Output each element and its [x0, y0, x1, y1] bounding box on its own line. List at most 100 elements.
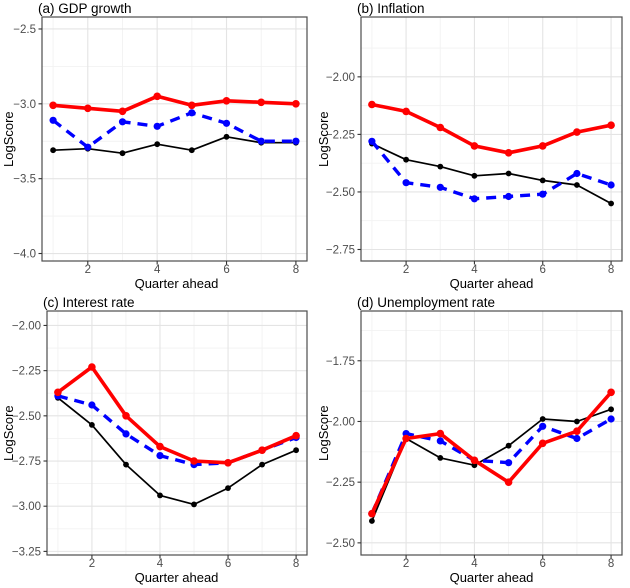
red-solid-line: [370, 391, 613, 515]
red-solid-line-point: [292, 431, 300, 440]
red-solid-line-point: [470, 142, 479, 150]
panel-border: [360, 16, 623, 262]
black-solid-line: [371, 408, 612, 522]
panel-border: [46, 310, 308, 556]
y-tick-label: −3.0: [13, 99, 36, 111]
x-tick-label: 4: [157, 558, 164, 570]
black-solid-line-point: [293, 447, 299, 454]
blue-dashed-line-point: [153, 122, 161, 130]
red-solid-line-point: [573, 128, 581, 136]
red-solid-line-point: [258, 446, 266, 454]
blue-dashed-line-point: [436, 437, 444, 445]
red-solid-line-point: [504, 149, 513, 157]
red-solid-line-point: [402, 434, 410, 443]
red-solid-line-point: [292, 100, 300, 108]
blue-dashed-line-point: [505, 459, 513, 467]
blue-dashed-line-point: [368, 137, 376, 145]
panel-background: [42, 17, 307, 261]
red-solid-line-point: [368, 100, 376, 109]
x-tick-label: 6: [225, 558, 231, 570]
x-tick-label: 6: [540, 264, 546, 276]
panel-c: 2 4 6 8 −2.00 −2.25 −2.50 −2.75 −3.00 −3.25 (c) I…: [0, 294, 315, 588]
x-tick-label: 2: [85, 264, 91, 276]
blue-dashed-line-point: [118, 118, 127, 126]
red-solid-line-point: [222, 97, 231, 105]
panel-a: 2 4 6 8 −2.5 −3.0 −3.5 −4.0 (a) GDP growth LogS…: [0, 0, 315, 294]
black-solid-line-point: [608, 200, 614, 207]
x-tick-label: 4: [471, 558, 478, 570]
black-solid-line-point: [89, 422, 95, 428]
black-solid-line: [371, 142, 612, 205]
red-solid-line-point: [368, 509, 376, 518]
red-solid-line-point: [54, 388, 62, 397]
black-solid-line-point: [403, 156, 409, 163]
black-solid-line-point: [505, 442, 512, 449]
y-tick-label: −2.00: [326, 416, 355, 428]
panel-a-y-axis-title: LogScore: [1, 111, 16, 167]
blue-dashed-line-point: [88, 401, 96, 409]
blue-dashed-line-point: [573, 169, 581, 178]
x-tick-label: 2: [403, 558, 409, 570]
panel-c-y-axis-title: LogScore: [1, 405, 16, 461]
red-solid-line-point: [122, 412, 130, 420]
y-tick-label: −3.5: [13, 174, 36, 186]
red-solid-line-point: [156, 442, 164, 451]
red-solid-line-point: [49, 101, 57, 110]
blue-dashed-line-point: [539, 422, 547, 430]
black-solid-line-point: [225, 485, 231, 491]
red-solid-line-point: [607, 388, 615, 397]
black-solid-line-point: [157, 492, 163, 499]
chart-c-plot-area: 2 4 6 8 −2.00 −2.25 −2.50 −2.75 −3.00 −3.25: [12, 310, 308, 570]
red-solid-line-point: [436, 429, 445, 438]
y-tick-label: −2.25: [326, 129, 355, 141]
red-solid-line-point: [470, 456, 479, 465]
black-solid-line-point: [154, 141, 161, 148]
black-solid-line-point: [123, 461, 129, 468]
blue-dashed-line-point: [573, 434, 581, 443]
blue-dashed-line-point: [470, 195, 478, 203]
blue-dashed-line-point: [607, 415, 615, 423]
chart-d-plot-area: 2 4 6 8 −1.75 −2.00 −2.25 −2.50: [326, 310, 623, 570]
red-solid-line-point: [504, 478, 513, 486]
red-solid-line-point: [188, 101, 196, 110]
x-tick-label: 8: [293, 558, 299, 570]
blue-dashed-line: [370, 417, 612, 515]
chart-b-plot-area: 2 4 6 8 −2.00 −2.25 −2.50 −2.75: [326, 16, 623, 276]
red-solid-line-point: [257, 98, 266, 107]
panel-b: 2 4 6 8 −2.00 −2.25 −2.50 −2.75 (b) Inflation L…: [315, 0, 630, 294]
red-solid-line: [56, 365, 297, 465]
black-solid-line-point: [223, 133, 230, 140]
y-tick-label: −2.50: [12, 411, 41, 423]
blue-dashed-line: [57, 394, 297, 467]
x-tick-label: 6: [223, 264, 229, 276]
blue-dashed-line-point: [257, 137, 265, 145]
y-tick-label: −2.50: [326, 187, 355, 199]
y-tick-label: −2.25: [326, 477, 355, 489]
blue-dashed-line-point: [122, 430, 130, 438]
blue-dashed-line: [52, 111, 296, 149]
blue-dashed-line-point: [188, 109, 196, 117]
panel-d-title: (d) Unemployment rate: [357, 295, 496, 310]
panel-a-x-axis-title: Quarter ahead: [134, 276, 219, 291]
x-tick-label: 4: [471, 264, 478, 276]
black-solid-line-point: [608, 406, 614, 413]
red-solid-line-point: [118, 107, 127, 116]
x-tick-label: 2: [403, 264, 409, 276]
y-tick-label: −2.25: [12, 366, 41, 378]
red-solid-line-point: [190, 457, 198, 465]
y-tick-label: −1.75: [326, 356, 355, 368]
black-solid-line: [57, 397, 297, 506]
black-solid-line-point: [471, 172, 478, 179]
black-solid-line-point: [574, 182, 580, 188]
red-solid-line-point: [573, 427, 581, 435]
black-solid-line-point: [539, 177, 546, 184]
panel-d: 2 4 6 8 −1.75 −2.00 −2.25 −2.50 (d) Unemploymen…: [315, 294, 630, 588]
panel-a-title: (a) GDP growth: [38, 1, 132, 16]
red-solid-line-point: [402, 107, 410, 116]
panel-border: [360, 310, 623, 556]
chart-a-plot-area: 2 4 6 8 −2.5 −3.0 −3.5 −4.0: [13, 16, 308, 276]
y-tick-label: −2.75: [12, 456, 41, 468]
blue-dashed-line-point: [607, 181, 615, 189]
red-solid-line-point: [538, 142, 547, 150]
